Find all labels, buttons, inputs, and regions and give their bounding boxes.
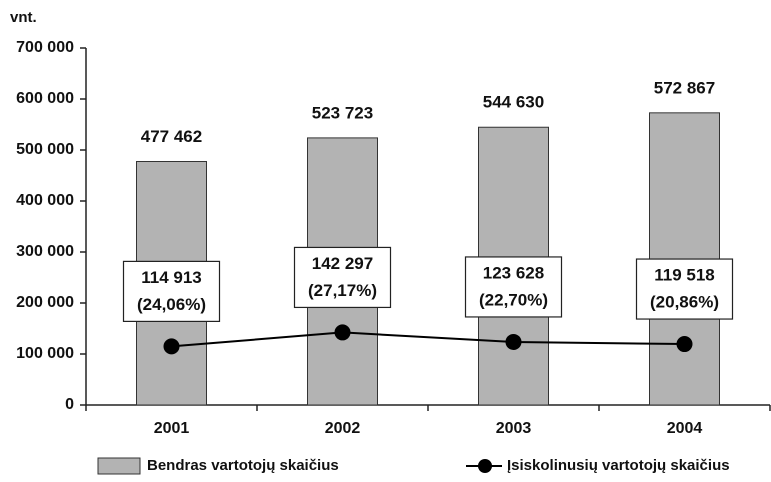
line-value-label: 142 297 xyxy=(312,254,373,273)
share-label: (27,17%) xyxy=(308,281,377,300)
line-point xyxy=(676,336,693,353)
share-label: (22,70%) xyxy=(479,290,548,309)
line-value-label: 119 518 xyxy=(654,266,715,285)
legend-label: Bendras vartotojų skaičius xyxy=(147,457,339,474)
line-value-label: 114 913 xyxy=(141,268,202,287)
y-tick-label: 400 000 xyxy=(16,192,74,209)
value-label-box xyxy=(635,258,734,320)
x-tick-label: 2003 xyxy=(496,420,532,437)
line-value-label: 123 628 xyxy=(483,263,544,282)
line-point xyxy=(505,333,522,350)
line-point xyxy=(334,324,351,341)
y-tick-label: 0 xyxy=(65,396,74,413)
y-axis-label: vnt. xyxy=(10,9,37,26)
bar-value-label: 523 723 xyxy=(312,103,373,122)
y-tick-label: 100 000 xyxy=(16,345,74,362)
legend-point xyxy=(478,459,492,473)
value-label-box xyxy=(464,256,563,318)
y-tick-label: 600 000 xyxy=(16,90,74,107)
legend-label: Įsiskolinusių vartotojų skaičius xyxy=(507,457,730,474)
y-tick-label: 500 000 xyxy=(16,141,74,158)
y-tick-label: 700 000 xyxy=(16,39,74,56)
bar-value-label: 477 462 xyxy=(141,127,202,146)
legend-swatch xyxy=(97,457,141,475)
y-tick-label: 200 000 xyxy=(16,294,74,311)
line xyxy=(171,331,685,348)
bar-value-label: 572 867 xyxy=(654,78,715,97)
value-label-box xyxy=(122,260,221,322)
x-tick-label: 2004 xyxy=(667,420,703,437)
y-tick-label: 300 000 xyxy=(16,243,74,260)
value-label-box xyxy=(293,246,392,309)
x-tick-label: 2002 xyxy=(325,420,361,437)
share-label: (24,06%) xyxy=(137,295,206,314)
line-point xyxy=(163,338,180,355)
x-tick-label: 2001 xyxy=(154,420,190,437)
share-label: (20,86%) xyxy=(650,293,719,312)
bar-value-label: 544 630 xyxy=(483,93,544,112)
